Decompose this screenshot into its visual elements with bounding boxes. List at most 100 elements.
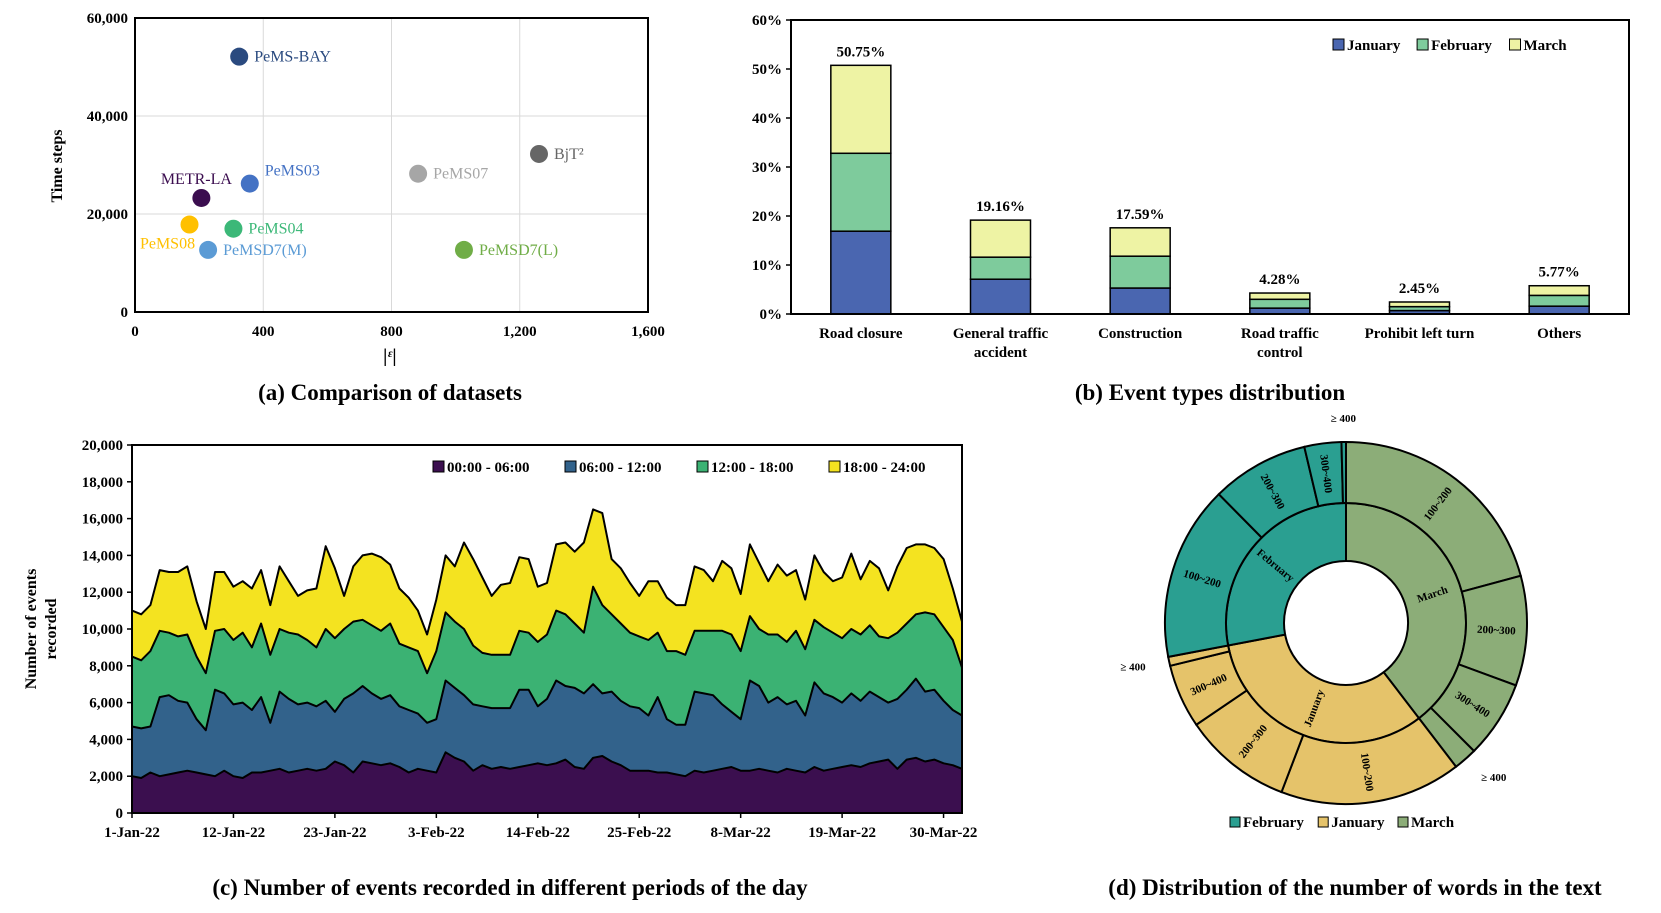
area-x-tick-label: 25-Feb-22 — [607, 825, 671, 841]
bar-total-label: 17.59% — [1116, 207, 1165, 223]
scatter-point-pems07 — [409, 164, 428, 183]
scatter-point-pems03 — [240, 174, 259, 193]
area-series-06-00-12-00 — [132, 678, 962, 778]
scatter-y-tick-label: 0 — [121, 305, 129, 321]
scatter-point-pems-bay — [230, 47, 249, 66]
caption-a: (a) Comparison of datasets — [258, 380, 522, 405]
sunburst-outer-callout-label: ≥ 400 — [1331, 413, 1357, 425]
sunburst-outer-label: 100~200 — [1358, 752, 1376, 793]
scatter-gridlines — [134, 17, 649, 313]
scatter-point-pemsd7-m — [199, 240, 218, 259]
scatter-y-tick-label: 60,000 — [87, 11, 128, 27]
bar-y-tick-label: 40% — [752, 111, 782, 127]
bar-segment-general-traffic-accident-february — [969, 256, 1032, 280]
panel-c-stacked-area: 0 2,000 4,000 6,000 8,000 10,000 12,000 14,000 1… — [23, 438, 977, 900]
bar-segment-road-closure-march — [830, 64, 892, 155]
area-x-tick-label: 3-Feb-22 — [408, 825, 465, 841]
area-y-tick-label: 18,000 — [82, 475, 123, 491]
bar-y-tick-label: 0% — [760, 307, 783, 323]
scatter-y-axis-label: Time steps — [49, 129, 66, 202]
sunburst-legend-swatch — [1229, 816, 1241, 828]
area-series-00-00-06-00 — [132, 752, 962, 813]
bar-category-label: Road traffic control — [1241, 326, 1319, 361]
scatter-point-label: PeMS08 — [140, 236, 195, 253]
area-legend-swatch — [696, 460, 709, 473]
bar-segment-general-traffic-accident-march — [969, 219, 1032, 258]
bar-category-label: Others — [1537, 326, 1581, 342]
legend-swatch-february — [1416, 38, 1429, 51]
bar-y-tick-label: 60% — [752, 13, 782, 29]
area-x-tick-label: 8-Mar-22 — [711, 825, 771, 841]
area-y-tick-label: 0 — [116, 806, 124, 822]
scatter-x-ticks: 0 400 800 1,200 1,600 — [131, 324, 665, 340]
scatter-point-bjt — [529, 144, 548, 163]
legend-swatch-january — [1332, 38, 1345, 51]
area-y-tick-label: 16,000 — [82, 512, 123, 528]
area-x-tick-label: 12-Jan-22 — [202, 825, 265, 841]
legend-label-february: February — [1431, 38, 1492, 54]
sunburst-legend-label: February — [1243, 815, 1304, 831]
sunburst-legend-swatch — [1397, 816, 1409, 828]
bar-total-label: 4.28% — [1259, 272, 1300, 288]
area-x-ticks: 1-Jan-22 12-Jan-22 23-Jan-22 3-Feb-22 14-Feb… — [104, 813, 977, 841]
area-y-tick-label: 12,000 — [82, 585, 123, 601]
area-legend-label: 00:00 - 06:00 — [447, 460, 530, 476]
bar-segment-road-traffic-control-february — [1249, 298, 1311, 309]
bar-category-label: Prohibit left turn — [1365, 326, 1475, 342]
scatter-x-tick-label: 800 — [380, 324, 403, 340]
area-legend-swatch — [564, 460, 577, 473]
bar-y-ticks: 0% 10% 20% 30% 40% 50% 60% — [752, 13, 791, 323]
scatter-point-metr-la — [192, 188, 211, 207]
scatter-x-tick-label: 400 — [252, 324, 275, 340]
scatter-x-tick-label: 0 — [131, 324, 139, 340]
legend-label-march: March — [1524, 38, 1568, 54]
bar-total-label: 5.77% — [1539, 265, 1580, 281]
sunburst-outer-label: 300~400 — [1317, 454, 1334, 494]
bar-y-tick-label: 10% — [752, 258, 782, 274]
panel-b-stacked-bar: 0% 10% 20% 30% 40% 50% 60% Road closure General… — [752, 13, 1630, 405]
bar-total-label: 19.16% — [976, 199, 1025, 215]
legend-label-january: January — [1347, 38, 1401, 54]
area-y-tick-label: 4,000 — [89, 732, 123, 748]
area-legend-label: 12:00 - 18:00 — [711, 460, 794, 476]
bar-segments — [830, 64, 1590, 315]
panel-a-scatter: 0 20,000 40,000 60,000 0 400 800 1,200 1,600 Pe… — [49, 11, 665, 405]
scatter-point-label: PeMS03 — [265, 163, 320, 180]
sunburst-outer-label: 200~300 — [1477, 624, 1517, 638]
caption-b: (b) Event types distribution — [1075, 380, 1345, 405]
scatter-y-tick-label: 20,000 — [87, 207, 128, 223]
area-legend-swatch — [432, 460, 445, 473]
bar-legend: January February March — [1332, 38, 1568, 54]
bar-segment-road-traffic-control-march — [1249, 292, 1311, 301]
area-y-tick-label: 2,000 — [89, 769, 123, 785]
area-x-tick-label: 23-Jan-22 — [303, 825, 366, 841]
bar-y-tick-label: 50% — [752, 62, 782, 78]
panel-d-sunburst: March January February 100~200 200~300 300~40… — [1108, 413, 1602, 900]
area-legend-label: 06:00 - 12:00 — [579, 460, 662, 476]
scatter-point-label: BjT² — [554, 146, 584, 163]
area-legend: 00:00 - 06:00 06:00 - 12:00 12:00 - 18:00 1… — [432, 460, 926, 476]
bar-segment-construction-february — [1109, 255, 1171, 289]
bar-category-labels: Road closure General traffic accident Const… — [819, 326, 1581, 361]
sunburst-legend-label: March — [1411, 815, 1455, 831]
scatter-y-tick-label: 40,000 — [87, 109, 128, 125]
bar-total-label: 2.45% — [1399, 281, 1440, 297]
scatter-x-tick-label: 1,200 — [503, 324, 537, 340]
area-legend-swatch — [828, 460, 841, 473]
area-y-tick-label: 14,000 — [82, 548, 123, 564]
scatter-point-label: METR-LA — [161, 171, 233, 188]
bar-y-tick-label: 30% — [752, 160, 782, 176]
scatter-point-label: PeMS04 — [248, 221, 303, 238]
sunburst-legend: February January March — [1229, 815, 1455, 831]
area-y-ticks: 0 2,000 4,000 6,000 8,000 10,000 12,000 14,000 1… — [82, 438, 132, 822]
area-y-axis-label-line-2: recorded — [43, 598, 60, 659]
caption-c: (c) Number of events recorded in differe… — [212, 875, 808, 900]
bar-total-label: 50.75% — [836, 44, 885, 60]
area-x-tick-label: 19-Mar-22 — [808, 825, 876, 841]
legend-swatch-march — [1509, 38, 1521, 51]
sunburst-outer-callout-label: ≥ 400 — [1120, 661, 1146, 673]
area-boundary-00-00-06-00 — [131, 751, 963, 779]
bar-segment-road-closure-february — [830, 152, 892, 232]
bar-segment-construction-march — [1109, 227, 1171, 257]
